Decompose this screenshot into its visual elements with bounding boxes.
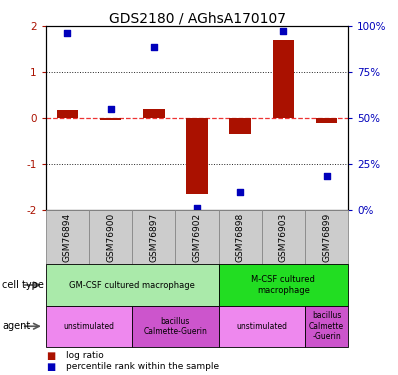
Text: percentile rank within the sample: percentile rank within the sample (66, 362, 219, 371)
Point (194, 205, 200, 211)
Text: GSM76903: GSM76903 (279, 213, 288, 262)
Text: GSM76900: GSM76900 (106, 213, 115, 262)
Text: log ratio: log ratio (66, 351, 103, 360)
Bar (143, 109, 165, 118)
Text: ■: ■ (46, 351, 55, 360)
Text: GSM76897: GSM76897 (149, 213, 158, 262)
Text: GSM76899: GSM76899 (322, 213, 331, 262)
Point (237, 189, 244, 195)
Bar (100, 118, 121, 120)
Text: bacillus
Calmette-Guerin: bacillus Calmette-Guerin (143, 316, 207, 336)
Text: bacillus
Calmette
-Guerin: bacillus Calmette -Guerin (309, 311, 344, 341)
Text: GM-CSF cultured macrophage: GM-CSF cultured macrophage (69, 280, 195, 290)
Text: GSM76898: GSM76898 (236, 213, 245, 262)
Point (107, 106, 114, 112)
Text: agent: agent (2, 321, 30, 331)
Bar (186, 118, 208, 194)
Point (150, 44, 157, 50)
Point (64, 30, 70, 36)
Title: GDS2180 / AGhsA170107: GDS2180 / AGhsA170107 (109, 11, 285, 25)
Bar (273, 40, 294, 118)
Bar (316, 118, 338, 123)
Text: M-CSF cultured
macrophage: M-CSF cultured macrophage (252, 275, 315, 295)
Text: GSM76902: GSM76902 (193, 213, 201, 262)
Text: cell type: cell type (2, 280, 44, 290)
Bar (229, 118, 251, 134)
Bar (57, 110, 78, 118)
Text: unstimulated: unstimulated (64, 322, 115, 331)
Text: unstimulated: unstimulated (236, 322, 287, 331)
Text: ■: ■ (46, 362, 55, 372)
Point (324, 172, 330, 178)
Text: GSM76894: GSM76894 (63, 213, 72, 262)
Point (280, 28, 287, 34)
